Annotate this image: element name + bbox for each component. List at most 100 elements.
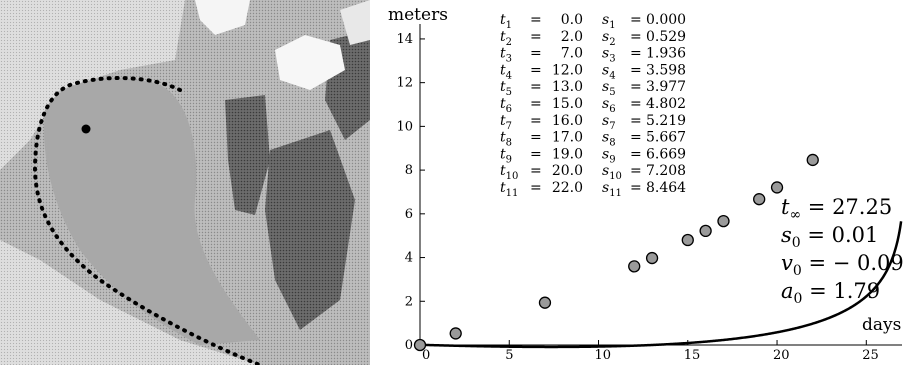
data-point xyxy=(699,224,712,238)
table-eq: = xyxy=(630,62,642,78)
y-axis-label: meters xyxy=(388,5,448,25)
table-s-label: s11 xyxy=(602,180,622,199)
fit-parameter: t∞ = 27.25 xyxy=(781,195,892,223)
table-s-label: s7 xyxy=(602,113,616,132)
table-eq: = xyxy=(630,79,642,95)
table-t-label: t4 xyxy=(500,62,512,81)
data-point xyxy=(770,181,784,194)
table-s-label: s3 xyxy=(602,46,616,65)
table-s-label: s2 xyxy=(602,29,616,48)
table-s-value: 0.529 xyxy=(646,29,686,45)
table-t-label: t10 xyxy=(500,163,518,182)
table-t-value: 0.0 xyxy=(561,12,583,28)
table-t-value: 7.0 xyxy=(561,46,583,62)
table-t-label: t9 xyxy=(500,146,512,165)
table-t-value: 13.0 xyxy=(552,79,583,95)
y-tick-label: 10 xyxy=(396,119,413,134)
table-t-label: t8 xyxy=(500,130,512,149)
table-s-label: s6 xyxy=(602,96,616,115)
table-eq: = xyxy=(630,29,642,45)
table-eq: = xyxy=(630,113,642,129)
table-s-value: 4.802 xyxy=(646,96,686,112)
table-s-value: 3.977 xyxy=(646,79,686,95)
table-t-label: t6 xyxy=(500,96,512,115)
table-s-value: 3.598 xyxy=(646,62,686,78)
data-point xyxy=(717,214,730,228)
y-tick-label: 12 xyxy=(396,76,413,91)
data-point xyxy=(413,338,427,352)
table-t-value: 17.0 xyxy=(552,130,583,146)
table-eq: = xyxy=(630,130,642,146)
table-s-label: s4 xyxy=(602,62,616,81)
table-s-label: s1 xyxy=(602,12,616,31)
y-tick-label: 0 xyxy=(405,338,413,353)
fit-parameter: v0 = − 0.09 xyxy=(781,251,904,279)
table-eq: = xyxy=(530,146,542,162)
table-eq: = xyxy=(530,12,542,28)
chart-ticks: 0 5 10 15 20 25 0 2 4 6 8 10 12 14 xyxy=(396,32,878,363)
table-eq: = xyxy=(630,96,642,112)
table-eq: = xyxy=(630,180,642,196)
table-s-value: 5.219 xyxy=(646,113,686,129)
table-eq: = xyxy=(530,29,542,45)
data-point xyxy=(628,260,641,273)
data-point xyxy=(538,296,552,309)
table-t-label: t11 xyxy=(500,180,518,199)
data-point xyxy=(806,153,819,167)
table-s-label: s10 xyxy=(602,163,622,182)
table-t-value: 15.0 xyxy=(552,96,583,112)
table-eq: = xyxy=(630,146,642,162)
fit-parameter: a0 = 1.79 xyxy=(781,279,880,307)
table-t-value: 12.0 xyxy=(552,62,583,78)
table-eq: = xyxy=(530,96,542,112)
table-eq: = xyxy=(530,62,542,78)
table-t-label: t1 xyxy=(500,12,512,31)
data-point xyxy=(645,251,659,265)
table-t-label: t2 xyxy=(500,29,512,48)
table-t-value: 20.0 xyxy=(552,163,583,179)
table-t-value: 2.0 xyxy=(561,29,583,45)
fit-curve xyxy=(414,221,903,349)
y-tick-label: 14 xyxy=(396,32,413,47)
table-t-label: t3 xyxy=(500,46,512,65)
table-s-value: 5.667 xyxy=(646,130,686,146)
y-tick-label: 8 xyxy=(405,163,413,178)
table-t-value: 19.0 xyxy=(552,146,583,162)
y-tick-label: 6 xyxy=(405,207,413,222)
landslide-photo xyxy=(0,0,370,365)
table-eq: = xyxy=(530,130,542,146)
table-eq: = xyxy=(530,46,542,62)
data-point xyxy=(753,193,766,206)
table-eq: = xyxy=(530,163,542,179)
table-eq: = xyxy=(630,12,642,28)
data-points xyxy=(413,153,819,352)
table-eq: = xyxy=(630,163,642,179)
table-s-value: 7.208 xyxy=(646,163,686,179)
x-tick-label: 20 xyxy=(773,348,790,363)
data-point xyxy=(449,327,462,340)
table-s-label: s8 xyxy=(602,130,616,149)
table-t-value: 22.0 xyxy=(552,180,583,196)
x-tick-label: 10 xyxy=(595,348,612,363)
table-eq: = xyxy=(530,79,542,95)
table-eq: = xyxy=(530,180,542,196)
x-axis-label: days xyxy=(862,315,901,335)
x-tick-label: 0 xyxy=(422,348,430,363)
table-s-value: 6.669 xyxy=(646,146,686,162)
table-s-value: 0.000 xyxy=(646,12,686,28)
x-tick-label: 25 xyxy=(862,348,879,363)
table-t-label: t7 xyxy=(500,113,512,132)
data-point xyxy=(681,233,694,247)
table-s-value: 8.464 xyxy=(646,180,686,196)
table-s-label: s9 xyxy=(602,146,616,165)
table-t-value: 16.0 xyxy=(552,113,583,129)
fit-parameter: s0 = 0.01 xyxy=(781,223,878,251)
table-eq: = xyxy=(630,46,642,62)
x-tick-label: 15 xyxy=(684,348,701,363)
table-s-value: 1.936 xyxy=(646,46,686,62)
y-tick-label: 4 xyxy=(405,251,413,266)
y-tick-label: 2 xyxy=(405,294,413,309)
